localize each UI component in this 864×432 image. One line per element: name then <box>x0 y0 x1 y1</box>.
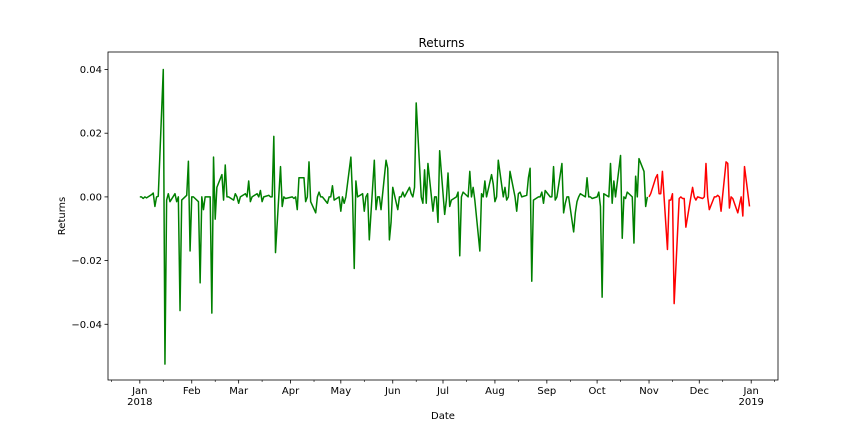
y-axis-label: Returns <box>57 197 68 235</box>
x-tick-label: Apr <box>282 386 300 397</box>
x-tick-year-label: 2018 <box>127 397 152 408</box>
x-axis-label: Date <box>431 411 455 422</box>
x-tick-label: Sep <box>537 386 556 397</box>
y-tick-label: −0.02 <box>71 256 102 267</box>
y-tick-label: −0.04 <box>71 320 102 331</box>
x-tick-label: May <box>330 386 351 397</box>
x-tick-label: Jan <box>131 386 147 397</box>
x-tick-label: Nov <box>639 386 659 397</box>
series-line-2 <box>648 161 751 305</box>
x-tick-label: Feb <box>183 386 201 397</box>
x-tick-label: Aug <box>485 386 505 397</box>
chart-title: Returns <box>418 36 464 50</box>
x-tick-label: Dec <box>690 386 709 397</box>
x-tick-label: Mar <box>229 386 249 397</box>
x-tick-label: Oct <box>588 386 605 397</box>
series-lines <box>139 68 751 365</box>
x-tick-label: Jul <box>436 386 449 397</box>
y-axis-ticks: 0.04 0.02 0.00 −0.02 −0.04 <box>71 65 108 331</box>
y-tick-label: 0.00 <box>80 192 102 203</box>
plot-frame <box>107 51 779 381</box>
series-line-1 <box>139 68 649 365</box>
x-tick-label: Jan <box>742 386 758 397</box>
x-tick-label: Jun <box>384 386 401 397</box>
y-tick-label: 0.04 <box>80 65 102 76</box>
x-tick-year-label: 2019 <box>738 397 763 408</box>
y-tick-label: 0.02 <box>80 129 102 140</box>
